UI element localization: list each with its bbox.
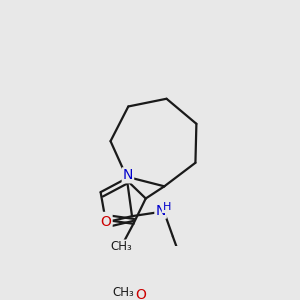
Text: N: N: [123, 168, 133, 182]
Text: O: O: [135, 288, 146, 300]
Text: CH₃: CH₃: [110, 241, 132, 254]
Text: O: O: [101, 214, 112, 229]
Text: H: H: [163, 202, 171, 212]
Text: S: S: [100, 213, 109, 227]
Text: CH₃: CH₃: [113, 286, 134, 299]
Text: N: N: [155, 204, 166, 218]
